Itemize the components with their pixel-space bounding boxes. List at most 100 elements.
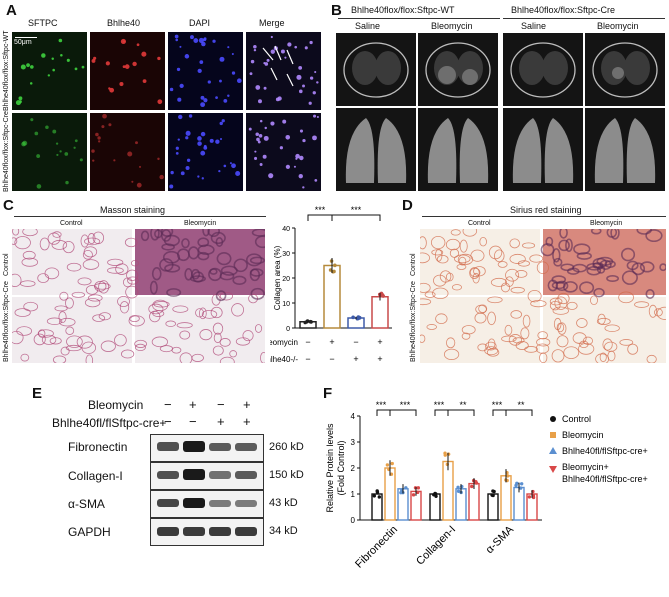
alveolus xyxy=(552,306,569,315)
col-label-merge: Merge xyxy=(259,18,285,28)
cell-dot xyxy=(97,136,101,140)
alveolus xyxy=(439,270,452,283)
cell-dot xyxy=(299,129,304,133)
data-point xyxy=(474,479,478,484)
cell-dot xyxy=(193,38,199,43)
alveolus xyxy=(16,326,33,336)
cell-dot xyxy=(268,173,274,179)
alveolus xyxy=(527,290,542,303)
alveolus xyxy=(65,344,82,352)
cell-dot xyxy=(66,58,70,62)
alveolus xyxy=(645,289,655,299)
alveolus xyxy=(199,329,213,341)
cell-dot xyxy=(309,76,314,80)
cell-dot xyxy=(200,95,205,100)
cell-dot xyxy=(285,134,291,140)
alveolus xyxy=(599,352,607,363)
alveolus xyxy=(39,237,50,251)
cell-dot xyxy=(139,165,142,168)
y-tick-label: 1 xyxy=(351,490,356,499)
alveolus xyxy=(41,334,57,345)
cell-dot xyxy=(284,56,287,59)
alveolus xyxy=(195,308,204,318)
alveolus xyxy=(639,261,655,273)
alveolus xyxy=(529,254,544,263)
alveolus xyxy=(449,248,460,258)
cell-dot xyxy=(175,152,179,155)
alveolus xyxy=(148,303,164,315)
cell-dot xyxy=(185,136,189,140)
cell-dot xyxy=(296,74,302,80)
alveolus xyxy=(260,352,265,363)
alveolus xyxy=(160,229,174,237)
cell-dot xyxy=(316,115,319,119)
cell-dot xyxy=(259,163,263,167)
y-tick-label: 40 xyxy=(282,226,290,233)
alveolus xyxy=(60,346,70,356)
masson-row-cre: Bhlhe40flox/flox:Sftpc-Cre xyxy=(3,281,10,362)
alveolus xyxy=(184,267,193,281)
if-image-bhlhe40-wt xyxy=(90,32,165,110)
fluor-dots xyxy=(15,34,319,189)
alveolus xyxy=(251,229,265,237)
sirius-alveoli xyxy=(420,229,666,363)
if-image-merge-wt xyxy=(246,32,321,110)
cell-dot xyxy=(113,159,116,162)
alveolus xyxy=(117,295,130,308)
alveolus xyxy=(590,229,602,235)
alveolus xyxy=(12,273,22,287)
alveolus xyxy=(120,349,135,359)
alveolus xyxy=(231,303,244,317)
cell-dot xyxy=(108,123,112,127)
bar xyxy=(323,264,341,329)
alveolus xyxy=(420,334,426,343)
cell-dot xyxy=(259,119,263,123)
cell-dot xyxy=(136,43,140,47)
sig-bracket xyxy=(389,409,417,416)
sig-bracket xyxy=(447,409,475,416)
alveolus xyxy=(85,285,99,295)
alveolus xyxy=(558,239,570,252)
cell-dot xyxy=(56,153,59,156)
cell-dot xyxy=(200,102,206,108)
panel-label-d: D xyxy=(402,197,413,214)
cell-dot xyxy=(131,180,134,183)
alveolus xyxy=(456,263,467,270)
cell-dot xyxy=(157,157,160,161)
arrow-icon xyxy=(274,45,282,61)
sig-bracket xyxy=(505,409,533,416)
y-tick-label: 4 xyxy=(351,412,356,421)
alveolus xyxy=(545,236,554,247)
sig-label: *** xyxy=(351,205,362,215)
cell-dot xyxy=(285,164,291,169)
col-label-saline-1: Saline xyxy=(355,21,381,31)
cell-dot xyxy=(308,101,312,105)
alveolus xyxy=(504,324,513,336)
alveolus xyxy=(586,266,602,276)
cell-dot xyxy=(262,154,267,159)
bar xyxy=(371,296,389,329)
cell-dot xyxy=(184,54,190,59)
group-line-cre xyxy=(503,18,665,19)
alveolus xyxy=(488,245,503,260)
cell-dot xyxy=(312,135,317,141)
cell-dot xyxy=(41,53,46,58)
alveolus xyxy=(458,256,467,266)
cell-dot xyxy=(26,63,30,68)
alveolus xyxy=(65,326,75,335)
alveolus xyxy=(254,324,263,333)
y-axis-label: Collagen area (%) xyxy=(273,245,282,310)
sirius-row-control: Control xyxy=(410,253,417,276)
alveolus xyxy=(450,229,461,236)
sig-label: ** xyxy=(459,400,467,410)
alveolus xyxy=(420,236,427,250)
cell-dot xyxy=(299,155,304,161)
cell-dot xyxy=(169,87,174,92)
alveolus xyxy=(220,265,238,276)
alveolus xyxy=(161,243,175,251)
sirius-col-bleo: Bleomycin xyxy=(590,220,623,227)
cell-dot xyxy=(197,175,200,178)
alveolus xyxy=(160,229,172,242)
cell-dot xyxy=(248,127,252,131)
alveolus xyxy=(553,257,563,267)
